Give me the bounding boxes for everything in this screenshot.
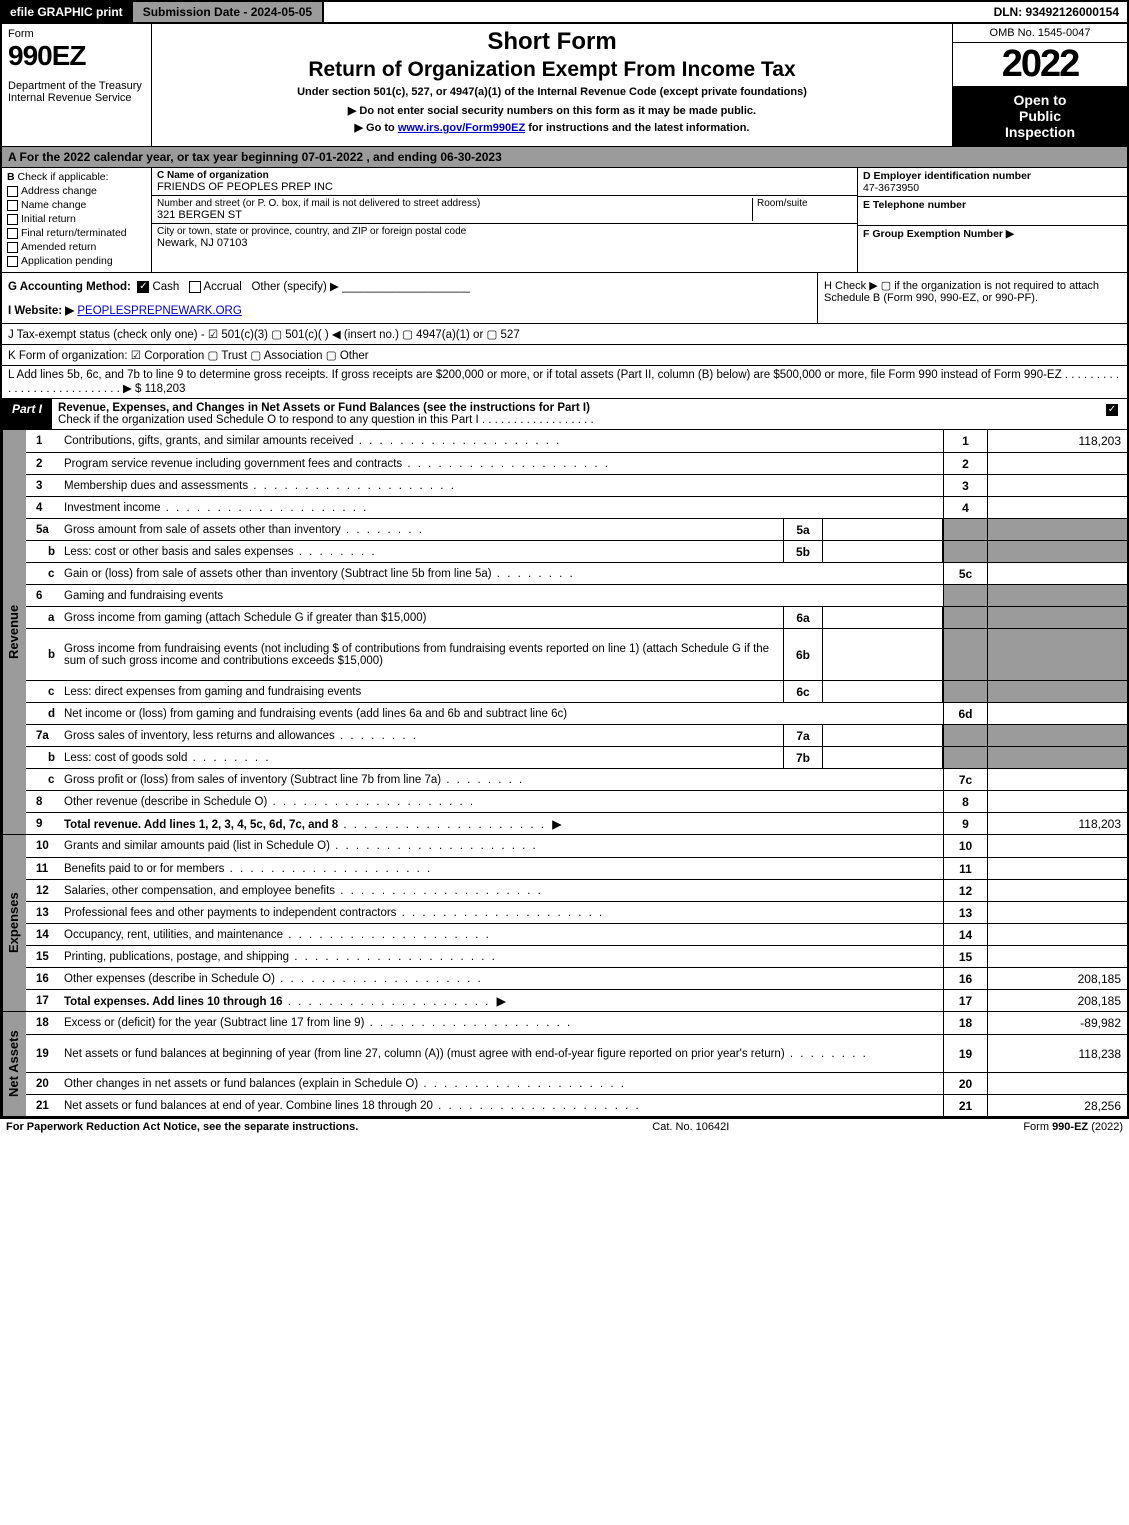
line1-value: 118,203 xyxy=(987,430,1127,452)
form-header: Form 990EZ Department of the Treasury In… xyxy=(2,24,1127,146)
submission-date: Submission Date - 2024-05-05 xyxy=(131,2,324,22)
page-footer: For Paperwork Reduction Act Notice, see … xyxy=(0,1118,1129,1135)
column-d-e-f: D Employer identification number 47-3673… xyxy=(857,168,1127,272)
line21-value: 28,256 xyxy=(987,1095,1127,1116)
top-bar: efile GRAPHIC print Submission Date - 20… xyxy=(0,0,1129,24)
website-link[interactable]: PEOPLESPREPNEWARK.ORG xyxy=(77,305,241,317)
checkbox-final-return[interactable] xyxy=(7,228,18,239)
checkbox-amended[interactable] xyxy=(7,242,18,253)
part-1-header: Part I Revenue, Expenses, and Changes in… xyxy=(2,398,1127,429)
goto-line: ▶ Go to www.irs.gov/Form990EZ for instru… xyxy=(158,121,946,134)
short-form-title: Short Form xyxy=(158,28,946,56)
checkbox-initial-return[interactable] xyxy=(7,214,18,225)
tax-year: 2022 xyxy=(953,43,1127,86)
row-g-h: G Accounting Method: ✓ Cash Accrual Othe… xyxy=(2,272,1127,323)
row-k: K Form of organization: ☑ Corporation ▢ … xyxy=(2,344,1127,365)
do-not-enter: ▶ Do not enter social security numbers o… xyxy=(158,104,946,117)
checkbox-address-change[interactable] xyxy=(7,186,18,197)
revenue-block: Revenue 1Contributions, gifts, grants, a… xyxy=(2,429,1127,834)
section-b-c-d: B Check if applicable: Address change Na… xyxy=(2,167,1127,272)
open-to-public: Open to Public Inspection xyxy=(953,86,1127,146)
line16-value: 208,185 xyxy=(987,968,1127,989)
line18-value: -89,982 xyxy=(987,1012,1127,1034)
street-address: 321 BERGEN ST xyxy=(157,209,752,221)
gross-receipts: 118,203 xyxy=(145,383,186,395)
row-h: H Check ▶ ▢ if the organization is not r… xyxy=(817,273,1127,323)
checkbox-part1-scho[interactable]: ✓ xyxy=(1106,404,1118,416)
row-l: L Add lines 5b, 6c, and 7b to line 9 to … xyxy=(2,365,1127,398)
form-number: 990EZ xyxy=(8,40,145,72)
dln: DLN: 93492126000154 xyxy=(986,2,1127,22)
column-c: C Name of organization FRIENDS OF PEOPLE… xyxy=(152,168,857,272)
net-assets-block: Net Assets 18Excess or (deficit) for the… xyxy=(2,1011,1127,1116)
efile-label[interactable]: efile GRAPHIC print xyxy=(2,2,131,22)
ein-value: 47-3673950 xyxy=(863,182,1122,194)
form-word: Form xyxy=(8,28,145,40)
irs-link[interactable]: www.irs.gov/Form990EZ xyxy=(398,122,525,134)
checkbox-accrual[interactable] xyxy=(189,281,201,293)
omb-number: OMB No. 1545-0047 xyxy=(953,24,1127,43)
row-j: J Tax-exempt status (check only one) - ☑… xyxy=(2,323,1127,344)
line17-value: 208,185 xyxy=(987,990,1127,1011)
checkbox-name-change[interactable] xyxy=(7,200,18,211)
checkbox-pending[interactable] xyxy=(7,256,18,267)
return-title: Return of Organization Exempt From Incom… xyxy=(158,58,946,82)
dept-treasury: Department of the Treasury xyxy=(8,80,145,92)
city-state-zip: Newark, NJ 07103 xyxy=(157,237,852,249)
form-body: Form 990EZ Department of the Treasury In… xyxy=(0,24,1129,1118)
under-section: Under section 501(c), 527, or 4947(a)(1)… xyxy=(158,86,946,98)
row-a-tax-year: A For the 2022 calendar year, or tax yea… xyxy=(2,146,1127,167)
checkbox-cash[interactable]: ✓ xyxy=(137,281,149,293)
column-b: B Check if applicable: Address change Na… xyxy=(2,168,152,272)
irs-label: Internal Revenue Service xyxy=(8,92,145,104)
expenses-block: Expenses 10Grants and similar amounts pa… xyxy=(2,834,1127,1011)
line9-value: 118,203 xyxy=(987,813,1127,834)
org-name: FRIENDS OF PEOPLES PREP INC xyxy=(157,181,852,193)
line19-value: 118,238 xyxy=(987,1035,1127,1072)
